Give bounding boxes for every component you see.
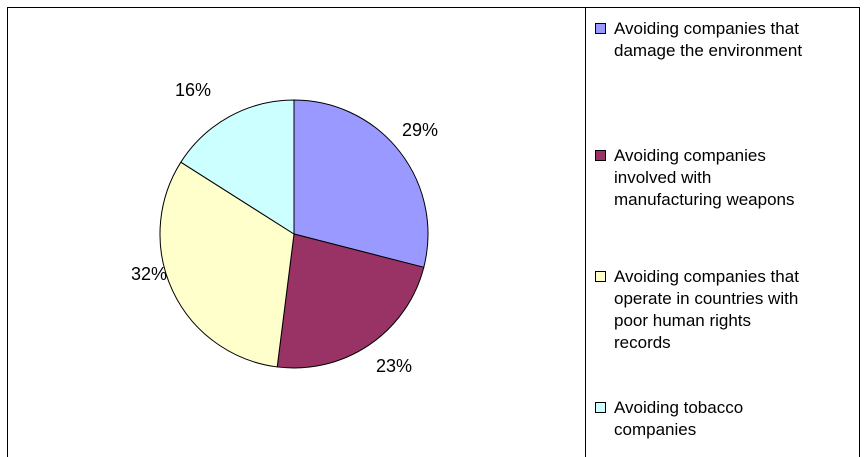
legend-line: involved with [614, 168, 712, 187]
pie-slice-human-rights [159, 161, 295, 368]
legend-line: damage the environment [614, 41, 803, 60]
chart-frame [7, 7, 860, 457]
legend-text-environment: Avoiding companies that damage the envir… [614, 18, 859, 62]
legend-line: Avoiding tobacco [614, 398, 744, 417]
legend-key-weapons [595, 150, 606, 161]
slice-label-tobacco: 16% [175, 80, 212, 100]
legend-text-human-rights: Avoiding companies that operate in count… [614, 266, 859, 354]
legend-key-tobacco [595, 402, 606, 413]
legend-divider [585, 7, 586, 457]
legend-line: operate in countries with [614, 289, 799, 308]
slice-label-human-rights: 32% [131, 264, 168, 284]
pie-slice-tobacco [180, 99, 295, 235]
legend-line: companies [614, 420, 697, 439]
legend-key-human-rights [595, 271, 606, 282]
pie-slice-environment [293, 99, 429, 268]
legend-line: manufacturing weapons [614, 190, 795, 209]
legend-text-tobacco: Avoiding tobacco companies [614, 397, 859, 441]
slice-label-weapons: 23% [376, 356, 413, 376]
legend-line: records [614, 333, 671, 352]
legend-key-environment [595, 23, 606, 34]
legend-line: Avoiding companies that [614, 19, 799, 38]
legend-line: Avoiding companies [614, 146, 766, 165]
legend-text-weapons: Avoiding companies involved with manufac… [614, 145, 859, 211]
legend-line: Avoiding companies that [614, 267, 799, 286]
pie-slice-weapons [276, 233, 425, 369]
slice-label-environment: 29% [402, 120, 439, 140]
legend-line: poor human rights [614, 311, 752, 330]
